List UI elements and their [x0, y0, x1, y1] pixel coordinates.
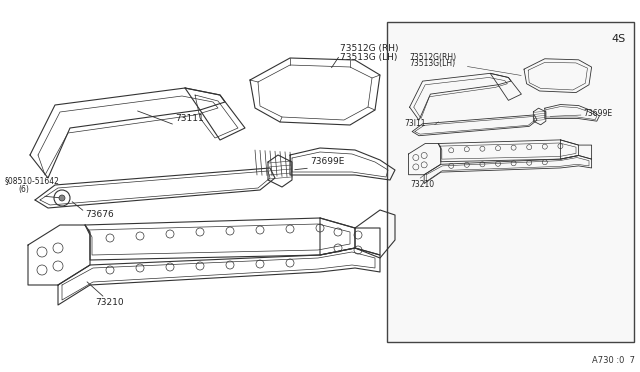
Text: §08510-51642: §08510-51642 — [5, 176, 60, 185]
Text: 73676: 73676 — [85, 210, 114, 219]
Text: 73512G(RH): 73512G(RH) — [410, 53, 457, 62]
Text: 73699E: 73699E — [584, 109, 613, 118]
Text: A730 :0  7: A730 :0 7 — [592, 356, 635, 365]
Bar — [387, 22, 634, 342]
Text: 73513G (LH): 73513G (LH) — [340, 53, 397, 62]
Text: 73699E: 73699E — [310, 157, 344, 166]
Text: 73512G (RH): 73512G (RH) — [340, 44, 399, 53]
Text: 73I11: 73I11 — [404, 119, 426, 128]
Text: 73210: 73210 — [95, 298, 124, 307]
Text: 73210: 73210 — [411, 180, 435, 189]
Circle shape — [59, 195, 65, 201]
Text: 73513G(LH): 73513G(LH) — [410, 59, 456, 68]
Text: 73111: 73111 — [175, 114, 204, 123]
Text: (6): (6) — [18, 185, 29, 194]
Text: 4S: 4S — [611, 34, 625, 44]
